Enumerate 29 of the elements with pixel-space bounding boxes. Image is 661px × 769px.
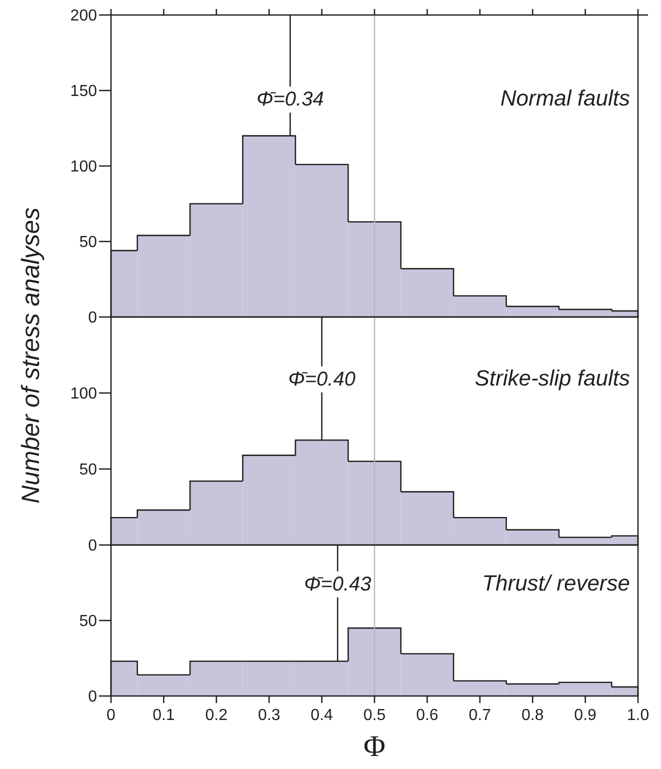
- y-tick-label: 150: [70, 83, 98, 100]
- y-tick-label: 0: [88, 538, 98, 555]
- ref-line-label: Φ̄=0.34: [256, 88, 324, 111]
- x-tick-label: 0.7: [468, 707, 492, 724]
- y-tick-label: 0: [88, 688, 98, 706]
- x-tick-label: 0.8: [521, 707, 544, 724]
- y-tick-label: 0: [88, 310, 98, 327]
- x-tick-label: 0.5: [363, 707, 386, 724]
- x-tick-label: 0.6: [416, 707, 438, 724]
- ref-line-label: Φ̄=0.40: [288, 368, 356, 390]
- y-tick-label: 50: [79, 462, 98, 479]
- x-tick-label: 0.4: [310, 707, 334, 724]
- x-tick-label: 0.3: [258, 707, 280, 724]
- x-tick-label: 1.0: [626, 707, 650, 724]
- ref-line-label: Φ̄=0.43: [304, 573, 372, 596]
- x-tick-label: 0.1: [152, 707, 175, 724]
- x-tick-label: 0.2: [205, 707, 228, 724]
- y-tick-label: 50: [79, 613, 98, 630]
- y-tick-label: 200: [70, 8, 98, 25]
- x-tick-label: 0: [106, 707, 116, 724]
- annotation: Normal faults: [500, 86, 630, 111]
- y-tick-label: 50: [79, 234, 98, 252]
- y-tick-label: 100: [70, 158, 98, 176]
- x-axis-title: Φ: [364, 730, 386, 763]
- annotation: Thrust/ reverse: [482, 570, 630, 596]
- y-axis-title: Number of stress analyses: [17, 208, 45, 504]
- annotation: Strike-slip faults: [474, 365, 630, 390]
- x-tick-label: 0.9: [574, 707, 597, 724]
- y-tick-label: 100: [70, 386, 98, 403]
